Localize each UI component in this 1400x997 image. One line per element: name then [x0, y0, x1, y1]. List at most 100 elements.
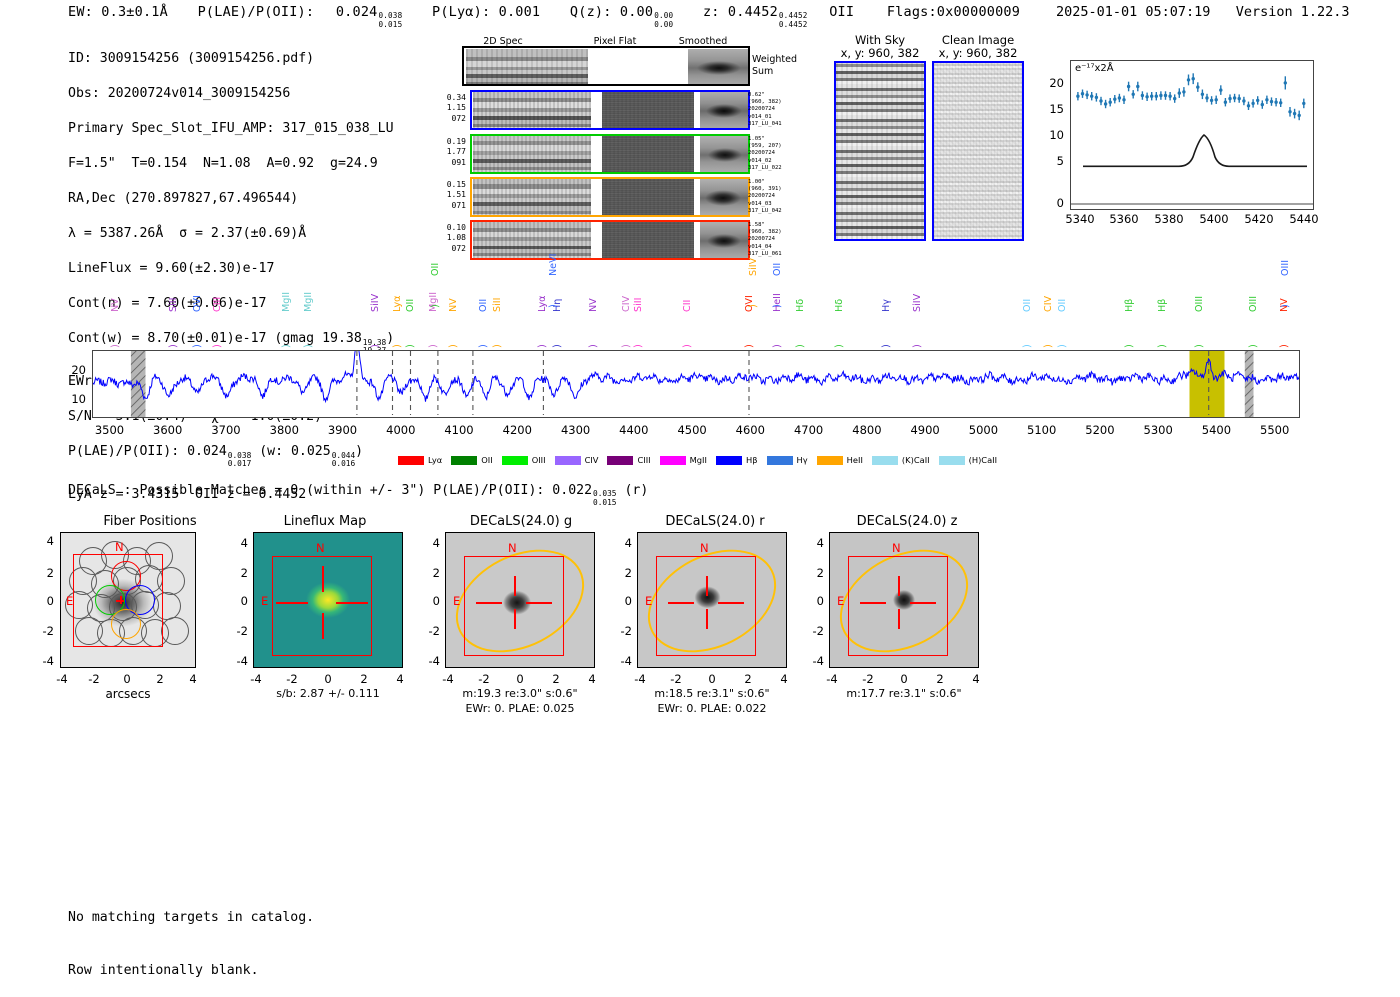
emission-brace: )	[772, 304, 783, 308]
legend-item-MgII: MgII	[659, 455, 707, 465]
decals-z-xtick--2: -2	[862, 672, 874, 686]
cutout-sub-clean: x, y: 960, 382	[938, 46, 1018, 60]
emission-brace: )	[212, 344, 223, 348]
spec2d-col-title-smoothed: Smoothed	[678, 36, 728, 47]
decals-r-xtick-4: 4	[780, 672, 788, 686]
emission-label-Hβ: Hβ	[1157, 298, 1168, 312]
emission-brace: )	[772, 344, 783, 348]
linefit-ytick-5: 5	[1056, 154, 1064, 168]
legend-item-(K)CaII: (K)CaII	[871, 455, 930, 465]
compass-east-label: E	[453, 594, 461, 608]
fiber-xtick--4: -4	[56, 672, 68, 686]
legend-label: Hβ	[745, 455, 758, 465]
emission-brace: )	[912, 344, 923, 348]
emission-label-SiII: SiII	[492, 297, 503, 312]
header-plae-label: P(LAE)/P(OII):	[197, 4, 315, 20]
header-datetime: 2025-01-01 05:07:19	[1056, 4, 1211, 20]
fiber-ytick--4: -4	[42, 654, 54, 668]
emission-label-NV: NV	[448, 298, 459, 312]
decals-g-crosshair-v-top	[514, 576, 516, 596]
spectrum-plot-frame: e⁻¹⁷x2Å	[92, 350, 1300, 418]
legend-item-Hβ: Hβ	[715, 455, 758, 465]
spectrum-xtick-5300: 5300	[1143, 423, 1173, 437]
spectrum-xtick-4900: 4900	[910, 423, 940, 437]
spectrum-xtick-4200: 4200	[502, 423, 532, 437]
legend-label: Lyα	[428, 455, 443, 465]
decals-g-ytick--4: -4	[428, 654, 440, 668]
fiber-ytick-2: 2	[46, 566, 54, 580]
fiber-circle-selected-blue	[125, 585, 155, 615]
decals-r-caption-2: EWr: 0. PLAE: 0.022	[657, 702, 767, 715]
legend-item-OII: OII	[451, 455, 493, 465]
lineflux-ytick-2: 2	[240, 566, 248, 580]
row1-smoothed-image	[700, 136, 748, 172]
emission-label-MgII: MgII	[281, 291, 292, 312]
emission-brace: )	[633, 344, 644, 348]
decals-g-ytick-4: 4	[432, 536, 440, 550]
legend-swatch	[816, 455, 843, 465]
emission-brace: )	[552, 344, 563, 348]
lineflux-xtick-2: 2	[360, 672, 368, 686]
legend-item-OIII: OIII	[501, 455, 546, 465]
compass-north-label: N	[115, 540, 124, 554]
panel-title-decals-z: DECaLS(24.0) z	[856, 514, 958, 529]
decals-g-ytick-0: 0	[432, 594, 440, 608]
linefit-xtick-5380: 5380	[1154, 212, 1184, 226]
decals-r-image: N E	[637, 532, 787, 668]
decals-g-xtick-2: 2	[552, 672, 560, 686]
spectrum-xtick-5400: 5400	[1201, 423, 1232, 437]
spec2d-row-values-2: 0.15 1.51 071	[446, 180, 466, 210]
decals-z-xtick-4: 4	[972, 672, 980, 686]
linefit-xtick-5340: 5340	[1065, 212, 1095, 226]
compass-north-label: N	[316, 541, 325, 555]
legend-label: CIV	[584, 455, 599, 465]
emission-brace: )	[834, 344, 845, 348]
info-id: ID: 3009154256 (3009154256.pdf)	[68, 50, 315, 66]
lineflux-crosshair-h-right	[336, 602, 368, 604]
decals-z-ytick--4: -4	[812, 654, 824, 668]
target-info-block: ID: 3009154256 (3009154256.pdf) Obs: 202…	[68, 32, 394, 521]
info-params: F=1.5" T=0.154 N=1.08 A=0.92 g=24.9	[68, 155, 378, 171]
cutout-image-with-sky	[834, 61, 926, 241]
emission-brace: )	[548, 304, 559, 308]
decals-r-xtick-0: 0	[708, 672, 716, 686]
decals-z-crosshair-h-left	[860, 602, 886, 604]
row1-pixelflat-image	[602, 136, 694, 172]
lineflux-map-image: N E	[253, 532, 403, 668]
linefit-svg	[1071, 73, 1313, 205]
emission-brace: )	[1280, 304, 1291, 308]
panel-title-decals-r: DECaLS(24.0) r	[665, 514, 765, 529]
emission-label-MgII: MgII	[303, 291, 314, 312]
fiber-ytick-4: 4	[46, 534, 54, 548]
spec2d-row-meta-3: 1.58" (960, 382) 20200724 v014_04 317_LU…	[748, 222, 782, 257]
compass-east-label: E	[645, 594, 653, 608]
emission-label-Hγ: Hγ	[881, 299, 892, 312]
row3-pixelflat-image	[602, 222, 694, 258]
linefit-xtick-5360: 5360	[1109, 212, 1139, 226]
decals-g-crosshair-h-left	[476, 602, 502, 604]
decals-z-crosshair-h-right	[910, 602, 936, 604]
emission-label-SiIV: SiIV	[370, 293, 381, 312]
spectrum-xtick-3500: 3500	[94, 423, 125, 437]
spec2d-row-meta-0: 0.62" (960, 382) 20200724 v014_01 317_LU…	[748, 92, 782, 127]
decals-r-xtick-2: 2	[744, 672, 752, 686]
fiber-ytick-0: 0	[46, 594, 54, 608]
emission-brace: )	[1022, 344, 1033, 348]
spec2d-weighted-sum-row	[462, 46, 750, 86]
emission-label-HeII: HeII	[772, 293, 783, 312]
emission-line-legend: Lyα OII OIII CIV CIII MgII Hβ Hγ HeII (K)CaII (H)C…	[398, 455, 1006, 465]
decals-r-xtick--4: -4	[634, 672, 646, 686]
info-primary-spec: Primary Spec_Slot_IFU_AMP: 317_015_038_L…	[68, 120, 394, 136]
emission-brace: )	[478, 344, 489, 348]
spectrum-xtick-4600: 4600	[735, 423, 765, 437]
emission-label-OVI: OVI	[192, 295, 203, 312]
linefit-units-annotation: e⁻¹⁷x2Å	[1075, 63, 1114, 74]
panel-title-fiber-positions: Fiber Positions	[103, 514, 197, 529]
header-ew: EW: 0.3±0.1Å	[68, 4, 168, 20]
decals-z-ytick-4: 4	[816, 536, 824, 550]
spec2d-row-meta-1: 1.05" (959, 207) 20200724 v014_02 317_LU…	[748, 136, 782, 171]
emission-brace: )	[1157, 344, 1168, 348]
decals-g-xtick--2: -2	[478, 672, 490, 686]
spectrum-xtick-4100: 4100	[444, 423, 474, 437]
spectrum-xtick-4300: 4300	[560, 423, 591, 437]
